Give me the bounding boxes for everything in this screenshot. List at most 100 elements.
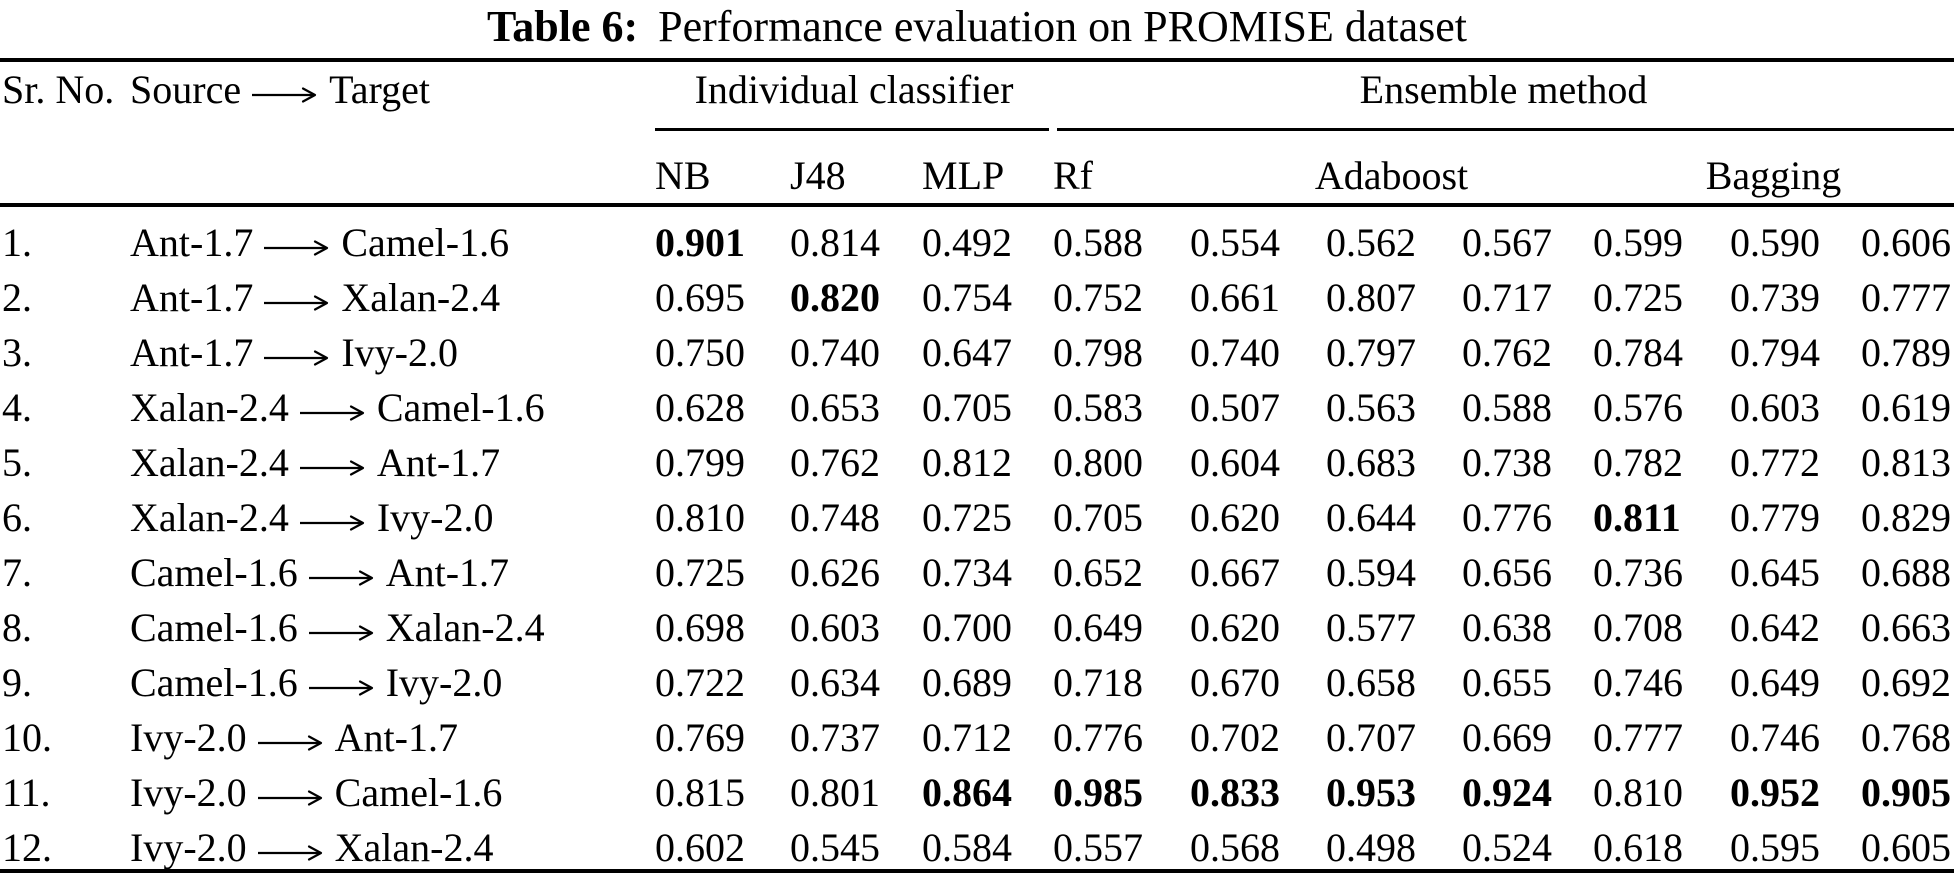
value-cell: 0.752: [1053, 274, 1143, 320]
table-row: 7. Camel-1.6 Ant-1.7 0.725 0.626 0.734 0.652 0.…: [0, 545, 1954, 600]
value-cell: 0.772: [1730, 439, 1820, 485]
value-cell: 0.702: [1190, 714, 1280, 760]
value-cell: 0.620: [1190, 494, 1280, 540]
value-cell: 0.605: [1861, 824, 1951, 870]
source-header-label: Source: [130, 67, 242, 112]
value-cell: 0.707: [1326, 714, 1416, 760]
target-label: Ant-1.7: [376, 439, 501, 485]
row-sr-no: 6.: [2, 494, 32, 540]
value-cell: 0.952: [1730, 769, 1820, 815]
source-target-cell: Ant-1.7 Xalan-2.4: [130, 270, 655, 325]
value-cell: 0.750: [655, 329, 745, 375]
individual-classifier-group-header: Individual classifier: [694, 67, 1014, 112]
value-cell: 0.655: [1462, 659, 1552, 705]
value-cell: 0.768: [1861, 714, 1951, 760]
value-cell: 0.924: [1462, 769, 1552, 815]
source-label: Camel-1.6: [130, 604, 298, 650]
value-cell: 0.777: [1593, 714, 1683, 760]
value-cell: 0.722: [655, 659, 745, 705]
source-label: Ant-1.7: [130, 219, 254, 265]
source-label: Camel-1.6: [130, 659, 298, 705]
row-sr-no: 10.: [2, 714, 52, 760]
value-cell: 0.725: [922, 494, 1012, 540]
source-target-header: Source Target: [130, 62, 655, 215]
long-right-arrow-icon: [299, 459, 364, 476]
value-cell: 0.813: [1861, 439, 1951, 485]
value-cell: 0.814: [790, 219, 880, 265]
value-cell: 0.820: [790, 274, 880, 320]
value-cell: 0.754: [922, 274, 1012, 320]
value-cell: 0.647: [922, 329, 1012, 375]
value-cell: 0.554: [1190, 219, 1280, 265]
value-cell: 0.602: [655, 824, 745, 870]
source-target-cell: Ant-1.7 Ivy-2.0: [130, 325, 655, 380]
value-cell: 0.620: [1190, 604, 1280, 650]
row-sr-no: 8.: [2, 604, 32, 650]
value-cell: 0.810: [1593, 769, 1683, 815]
value-cell: 0.595: [1730, 824, 1820, 870]
value-cell: 0.599: [1593, 219, 1683, 265]
col-header-mlp: MLP: [922, 152, 1005, 198]
value-cell: 0.669: [1462, 714, 1552, 760]
long-right-arrow-icon: [257, 844, 322, 861]
row-sr-no: 3.: [2, 329, 32, 375]
row-sr-no: 5.: [2, 439, 32, 485]
value-cell: 0.762: [790, 439, 880, 485]
bottom-rule: [0, 869, 1954, 873]
source-target-cell: Xalan-2.4 Camel-1.6: [130, 380, 655, 435]
source-target-cell: Ant-1.7 Camel-1.6: [130, 215, 655, 270]
target-label: Camel-1.6: [341, 219, 510, 265]
value-cell: 0.626: [790, 549, 880, 595]
value-cell: 0.762: [1462, 329, 1552, 375]
sr-no-header: Sr. No.: [2, 67, 115, 112]
table-row: 1. Ant-1.7 Camel-1.6 0.901 0.814 0.492 0.588 0.…: [0, 215, 1954, 270]
row-sr-no: 2.: [2, 274, 32, 320]
source-label: Xalan-2.4: [130, 494, 289, 540]
target-label: Ant-1.7: [334, 714, 458, 760]
value-cell: 0.583: [1053, 384, 1143, 430]
source-label: Ivy-2.0: [130, 824, 247, 870]
value-cell: 0.712: [922, 714, 1012, 760]
table-body: 1. Ant-1.7 Camel-1.6 0.901 0.814 0.492 0.588 0.…: [0, 215, 1954, 875]
value-cell: 0.653: [790, 384, 880, 430]
value-cell: 0.634: [790, 659, 880, 705]
value-cell: 0.798: [1053, 329, 1143, 375]
target-label: Ivy-2.0: [341, 329, 458, 375]
value-cell: 0.810: [655, 494, 745, 540]
long-right-arrow-icon: [257, 734, 322, 751]
row-sr-no: 12.: [2, 824, 52, 870]
value-cell: 0.776: [1053, 714, 1143, 760]
value-cell: 0.649: [1730, 659, 1820, 705]
value-cell: 0.594: [1326, 549, 1416, 595]
value-cell: 0.638: [1462, 604, 1552, 650]
value-cell: 0.799: [655, 439, 745, 485]
value-cell: 0.588: [1462, 384, 1552, 430]
header-row-columns: NB J48 MLP Rf Adaboost Bagging: [0, 136, 1954, 215]
value-cell: 0.604: [1190, 439, 1280, 485]
source-target-cell: Xalan-2.4 Ivy-2.0: [130, 490, 655, 545]
value-cell: 0.568: [1190, 824, 1280, 870]
value-cell: 0.725: [1593, 274, 1683, 320]
header-rule: [0, 203, 1954, 207]
value-cell: 0.985: [1053, 769, 1143, 815]
value-cell: 0.649: [1053, 604, 1143, 650]
value-cell: 0.953: [1326, 769, 1416, 815]
row-sr-no: 9.: [2, 659, 32, 705]
value-cell: 0.628: [655, 384, 745, 430]
value-cell: 0.576: [1593, 384, 1683, 430]
value-cell: 0.905: [1861, 769, 1951, 815]
value-cell: 0.670: [1190, 659, 1280, 705]
source-label: Camel-1.6: [130, 549, 298, 595]
value-cell: 0.901: [655, 219, 745, 265]
value-cell: 0.700: [922, 604, 1012, 650]
source-target-cell: Ivy-2.0 Xalan-2.4: [130, 820, 655, 875]
value-cell: 0.642: [1730, 604, 1820, 650]
value-cell: 0.562: [1326, 219, 1416, 265]
long-right-arrow-icon: [264, 349, 329, 366]
source-target-cell: Camel-1.6 Ivy-2.0: [130, 655, 655, 710]
long-right-arrow-icon: [264, 239, 329, 256]
value-cell: 0.725: [655, 549, 745, 595]
value-cell: 0.663: [1861, 604, 1951, 650]
value-cell: 0.739: [1730, 274, 1820, 320]
value-cell: 0.661: [1190, 274, 1280, 320]
